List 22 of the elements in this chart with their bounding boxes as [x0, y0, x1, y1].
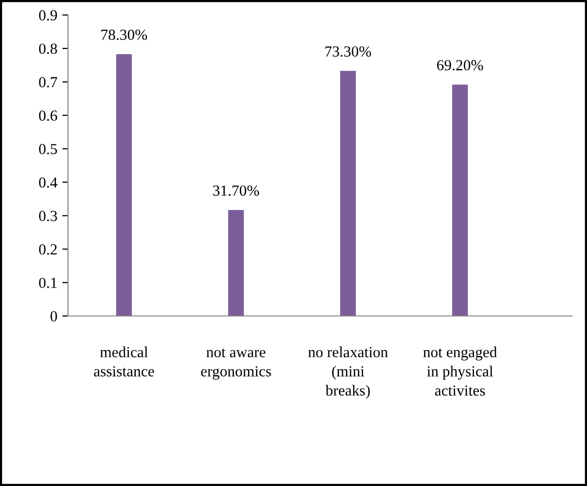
data-label: 31.70% [213, 185, 260, 196]
bar [116, 54, 132, 316]
x-tick-label: not aware ergonomics [201, 348, 271, 380]
y-tick-label: 0 [50, 311, 57, 322]
y-tick-label: 0.2 [39, 244, 57, 255]
y-tick-label: 0.5 [39, 144, 57, 154]
data-label: 69.20% [437, 60, 484, 70]
x-tick-label: not engaged in physical activites [423, 346, 497, 396]
bar [228, 210, 244, 316]
y-tick-label: 0.9 [39, 10, 57, 21]
data-label: 78.30% [101, 30, 148, 40]
data-label: 73.30% [325, 46, 372, 57]
x-tick-label: medical assistance [94, 346, 154, 376]
y-tick-label: 0.3 [39, 210, 57, 222]
y-tick-label: 0.8 [39, 44, 57, 54]
y-tick-label: 0.6 [39, 110, 58, 121]
y-tick-label: 0.7 [39, 77, 58, 88]
x-tick-label: no relaxation (mini breaks) [308, 346, 388, 399]
y-tick-label: 0.4 [39, 177, 58, 188]
y-tick-label: 0.1 [39, 278, 57, 288]
bar [452, 84, 468, 316]
bar [340, 70, 356, 316]
